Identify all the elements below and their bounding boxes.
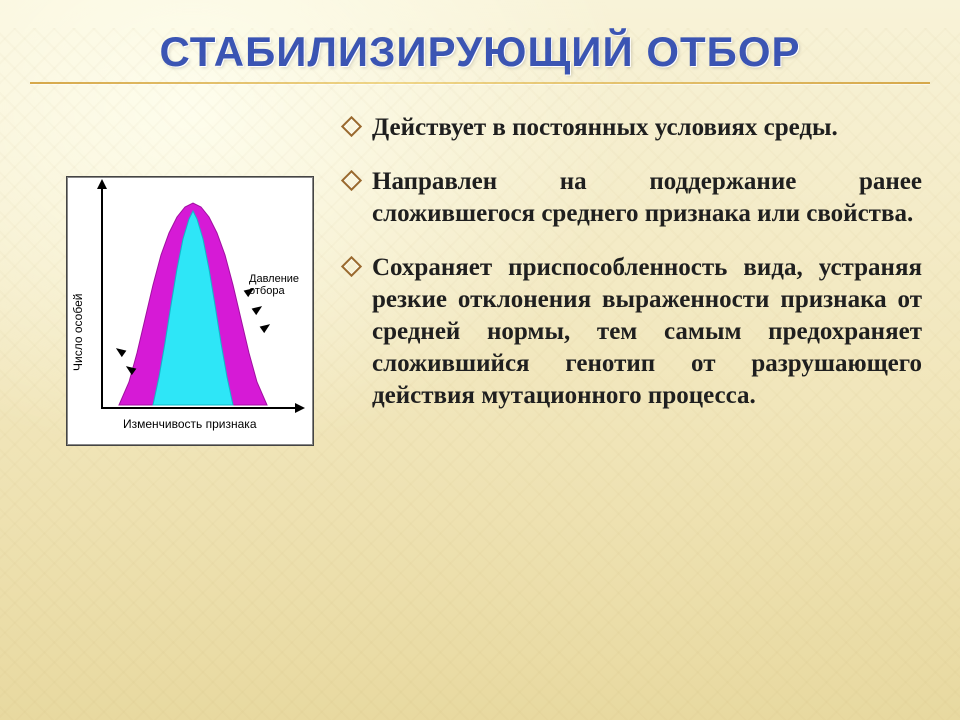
x-axis-arrow-icon [295, 403, 305, 413]
x-axis [101, 407, 297, 409]
bullet-item: Действует в постоянных условиях среды. [342, 112, 922, 166]
content-row: Число особей Изменчивость признака Давле… [0, 84, 960, 446]
x-axis-label: Изменчивость признака [123, 417, 257, 431]
y-axis [101, 187, 103, 409]
bullet-item: Сохраняет приспособленность вида, устран… [342, 252, 922, 434]
bullet-list: Действует в постоянных условиях среды.На… [342, 112, 922, 434]
y-axis-arrow-icon [97, 179, 107, 189]
y-axis-label: Число особей [71, 294, 85, 371]
page-title: СТАБИЛИЗИРУЮЩИЙ ОТБОР [0, 28, 960, 76]
selection-chart: Число особей Изменчивость признака Давле… [66, 176, 314, 446]
chart-svg [67, 177, 313, 445]
bullet-item: Направлен на поддержание ранее сложившег… [342, 166, 922, 252]
pressure-annotation: Давлениеотбора [249, 273, 299, 297]
